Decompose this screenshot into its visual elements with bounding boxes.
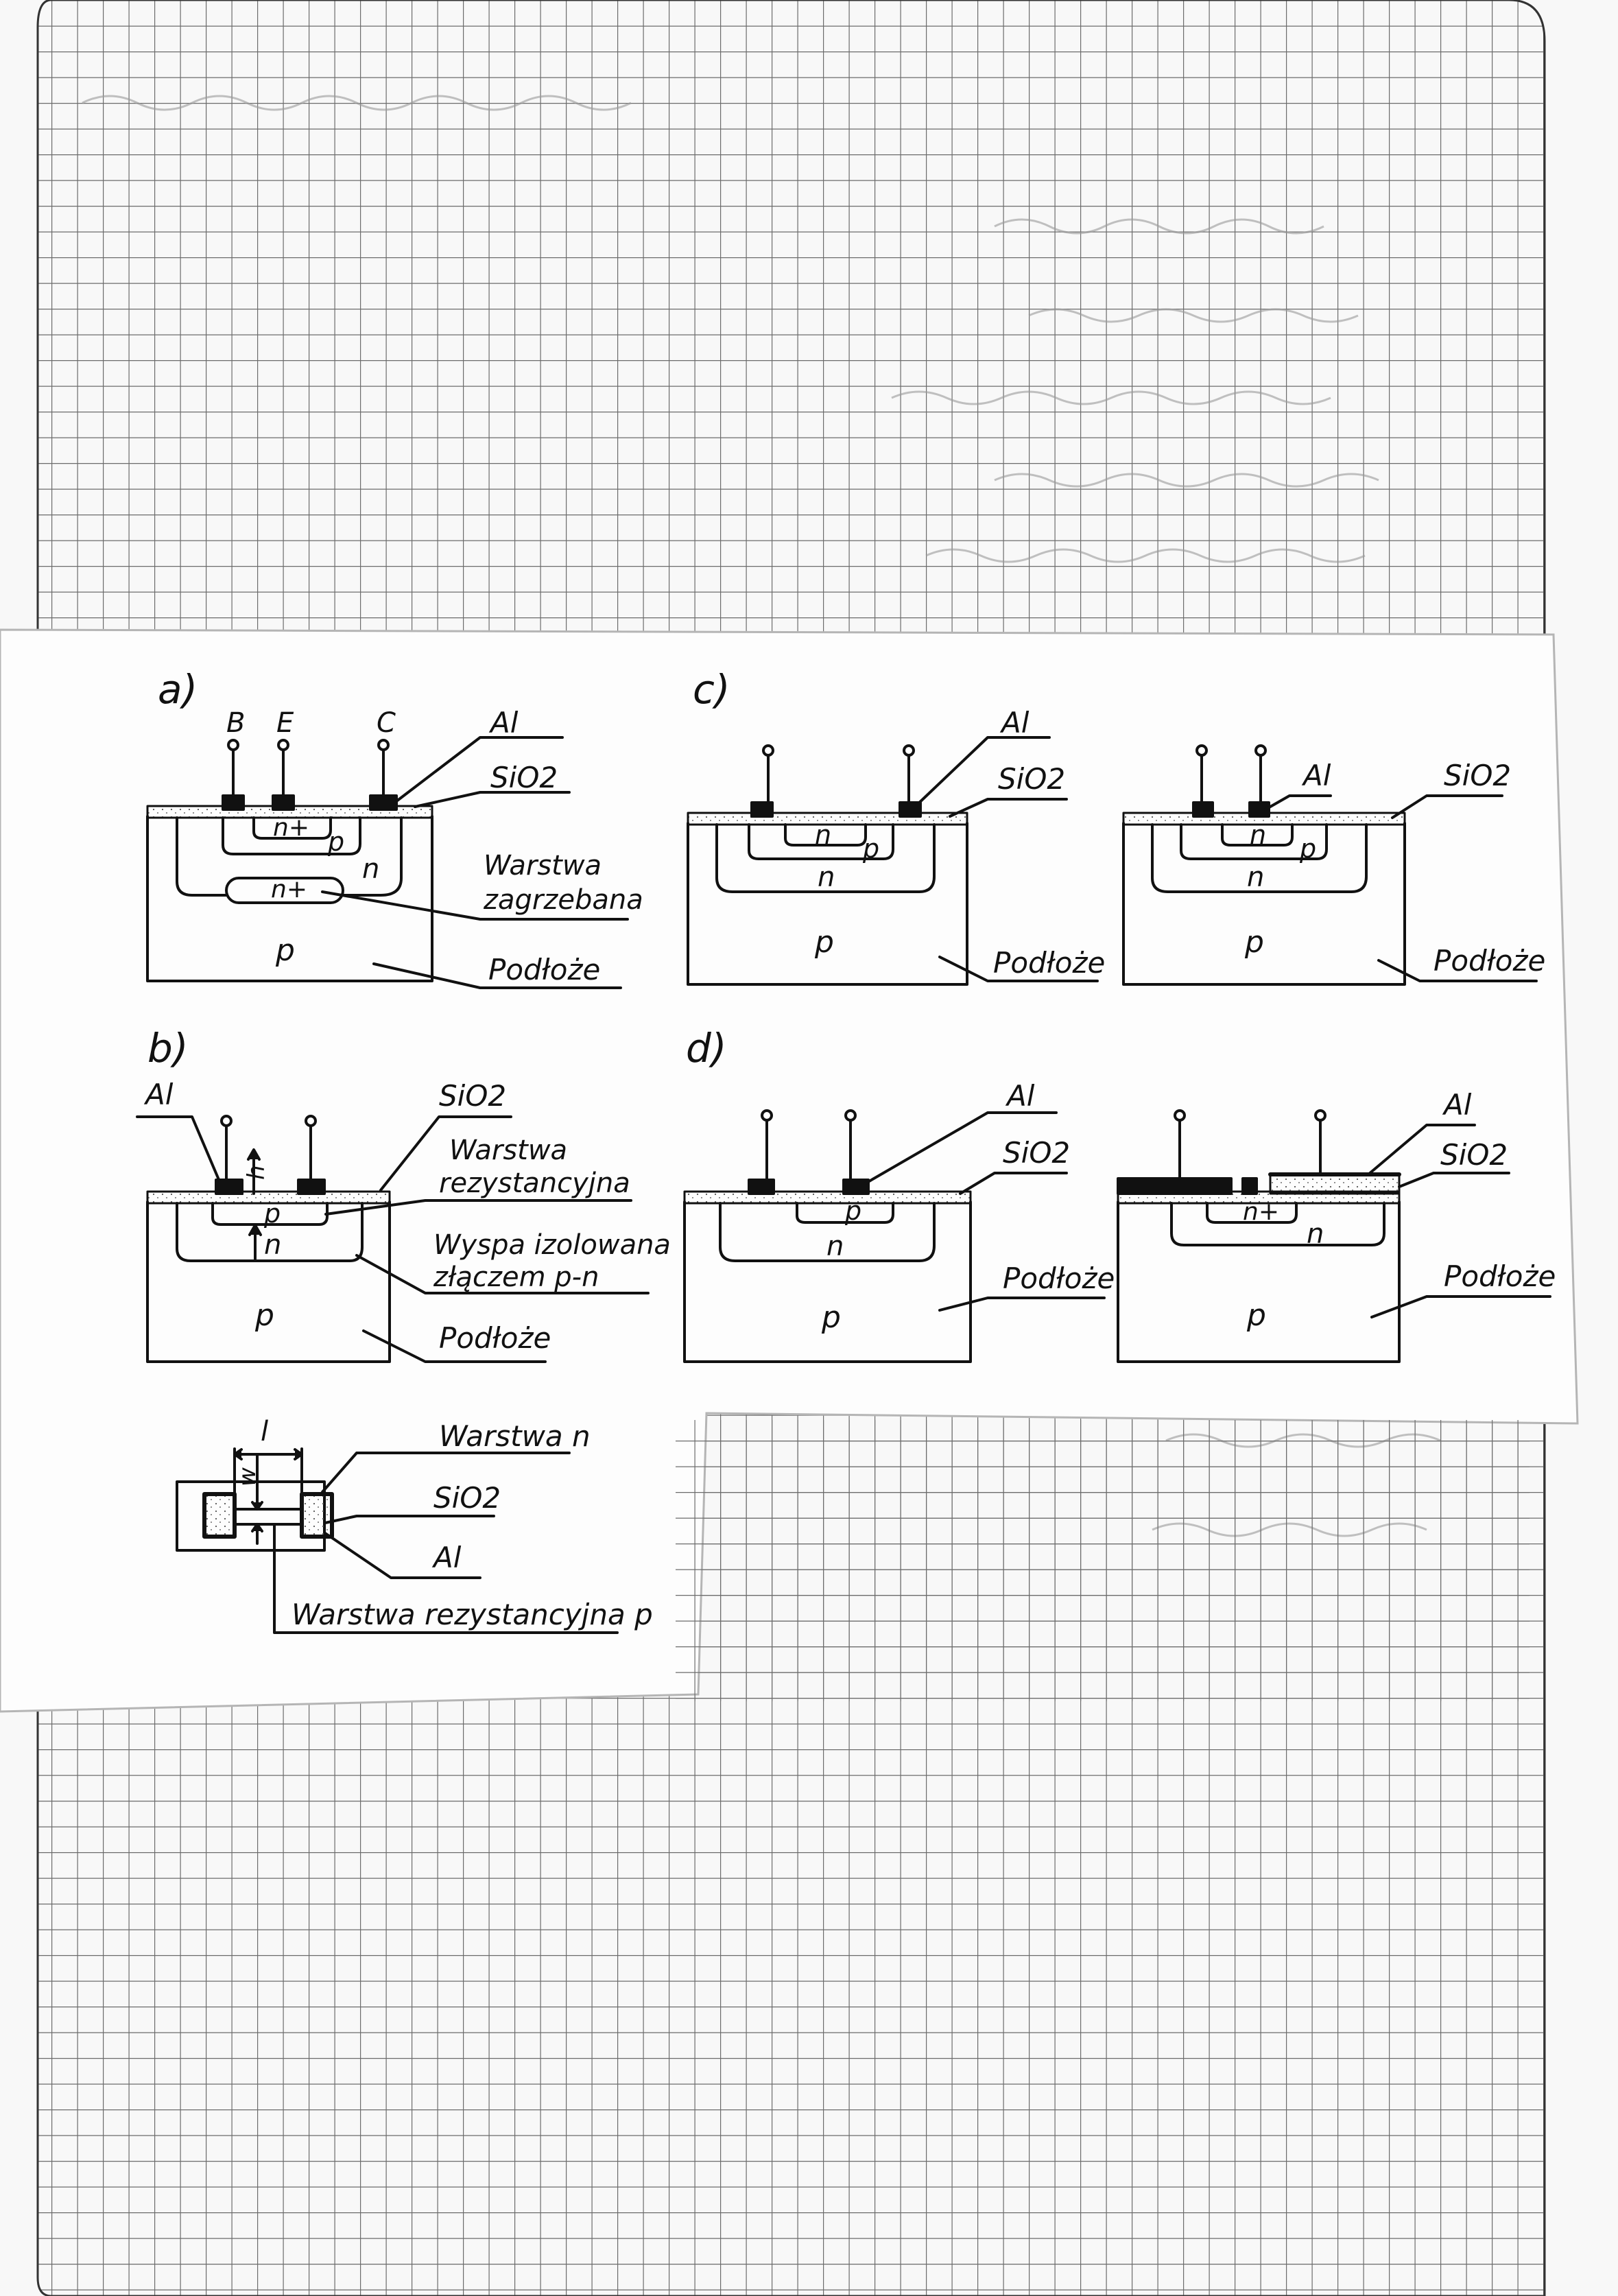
panel-top-view: l w Warstwa n SiO2 Al Warstwa rezystancy… [176, 1416, 653, 1634]
panel-d-left-device: p n p Al SiO2 Podłoże [683, 1079, 1115, 1363]
panel-b-sio2-callout: SiO2 [439, 1079, 506, 1113]
panel-a-buried-callout-1: Warstwa [484, 850, 602, 881]
panel-c-left-al-callout: Al [999, 706, 1030, 739]
terminal-c-label: C [377, 707, 396, 739]
panel-b-substrate-label: p [254, 1298, 274, 1333]
panel-c-right-middle-label: p [1299, 833, 1316, 864]
panel-d-left-substrate-callout: Podłoże [1003, 1262, 1115, 1295]
panel-d-right-outer-label: n [1307, 1218, 1324, 1250]
panel-c-left-middle-label: p [862, 833, 879, 864]
panel-c: c) n p n p Al SiO2 Podłoże [687, 666, 1545, 986]
panel-c-left-substrate-label: p [814, 925, 834, 960]
pasted-figure-sheet [0, 628, 1579, 1713]
grid-gap-right [676, 1420, 1530, 1701]
panel-b-resistor-label: p [263, 1198, 281, 1229]
top-view-sio2-callout: SiO2 [433, 1481, 501, 1515]
panel-b: b) h p n p Al SiO2 Warstwa rezystancyjna… [136, 1025, 671, 1363]
top-view-w-label: w [234, 1467, 261, 1487]
panel-b-label: b) [147, 1025, 188, 1072]
panel-a: a) B E C n+ p n n+ p Al S [146, 666, 643, 989]
panel-c-left-inner-label: n [815, 820, 831, 850]
panel-a-substrate-callout: Podłoże [488, 953, 600, 986]
panel-b-contact-left [215, 1179, 243, 1195]
terminal-b-label: B [226, 707, 245, 739]
panel-d-left-sio2-callout: SiO2 [1003, 1136, 1070, 1170]
top-view-left-pad [202, 1492, 237, 1539]
panel-d-right-substrate-label: p [1246, 1298, 1266, 1333]
panel-b-island-callout-1: Wyspa izolowana [433, 1229, 671, 1261]
panel-d-right-sio2-callout: SiO2 [1440, 1138, 1508, 1172]
panel-c-right-substrate-label: p [1244, 925, 1264, 960]
panel-a-label: a) [158, 666, 198, 713]
panel-a-al-callout: Al [488, 706, 519, 739]
panel-c-label: c) [693, 666, 730, 713]
panel-c-left-outer-label: n [818, 862, 835, 893]
panel-a-base-p [222, 816, 361, 855]
panel-a-contact-e [272, 794, 295, 811]
panel-a-sio2-callout: SiO2 [490, 761, 558, 794]
panel-a-substrate-label: p [275, 933, 295, 968]
panel-d-left-substrate-label: p [821, 1300, 841, 1335]
panel-b-island-callout-2: złączem p-n [433, 1262, 599, 1293]
panel-b-oxide [146, 1190, 391, 1205]
panel-b-resistive-callout-2: rezystancyjna [439, 1168, 630, 1199]
top-view-right-pad [300, 1492, 334, 1539]
top-view-layer-n-callout: Warstwa n [439, 1419, 591, 1453]
panel-b-substrate-callout: Podłoże [439, 1321, 551, 1355]
panel-a-emitter-label: n+ [273, 814, 309, 842]
panel-a-collector-label: n [362, 853, 379, 885]
panel-a-buried-callout-2: zagrzebana [483, 884, 643, 916]
panel-c-left-device: n p n p Al SiO2 Podłoże [687, 706, 1105, 986]
panel-c-right-al-callout: Al [1301, 759, 1331, 792]
panel-c-right-substrate-callout: Podłoże [1433, 944, 1545, 978]
panel-b-al-callout: Al [143, 1078, 174, 1111]
panel-b-contact-right [297, 1179, 326, 1195]
panel-c-right-sio2-callout: SiO2 [1444, 759, 1511, 792]
panel-c-right-device: n p n p Al SiO2 Podłoże [1122, 744, 1545, 986]
panel-d-right-al-callout: Al [1442, 1088, 1472, 1122]
top-view-al-callout: Al [431, 1541, 462, 1574]
panel-b-island-label: n [264, 1229, 281, 1261]
panel-a-substrate [146, 815, 433, 982]
panel-a-base-label: p [327, 827, 344, 857]
panel-a-buried-layer [225, 877, 344, 904]
terminal-e-label: E [276, 707, 294, 739]
panel-d-left-inner-label: p [844, 1196, 861, 1226]
panel-c-left-substrate-callout: Podłoże [993, 946, 1105, 980]
panel-d-right-substrate-callout: Podłoże [1444, 1259, 1556, 1293]
top-view-l-label: l [261, 1416, 268, 1447]
panel-d-right-device: n+ n p Al SiO2 Podłoże [1117, 1088, 1556, 1363]
panel-a-buried-label: n+ [271, 875, 307, 903]
panel-d: d) p n p Al SiO2 Podłoże [683, 1025, 1556, 1363]
panel-d-left-outer-label: n [826, 1231, 844, 1262]
panel-d-left-al-callout: Al [1005, 1079, 1035, 1113]
panel-d-right-inner-label: n+ [1243, 1198, 1279, 1226]
top-view-resistive-callout: Warstwa rezystancyjna p [292, 1598, 653, 1631]
panel-a-emitter-n [252, 816, 332, 840]
panel-b-island-n [176, 1202, 364, 1262]
panel-d-label: d) [686, 1025, 726, 1072]
panel-c-right-inner-label: n [1250, 820, 1266, 850]
panel-b-resistive-callout-1: Warstwa [449, 1135, 567, 1166]
panel-b-resistor-p [211, 1202, 329, 1226]
panel-a-contact-c [369, 794, 398, 811]
panel-b-h-label: h [243, 1165, 270, 1180]
panel-b-substrate [146, 1200, 391, 1363]
panel-c-left-sio2-callout: SiO2 [998, 762, 1065, 796]
panel-a-contact-b [222, 794, 245, 811]
panel-c-right-outer-label: n [1247, 862, 1264, 893]
